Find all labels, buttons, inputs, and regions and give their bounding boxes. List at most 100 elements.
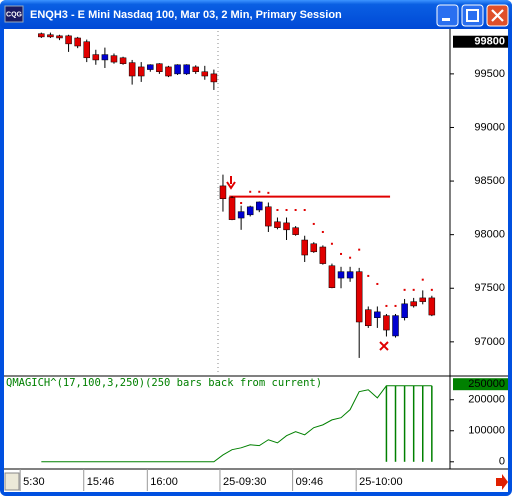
candle-body	[419, 297, 427, 302]
stop-dot	[330, 242, 333, 245]
title-bar	[0, 0, 512, 29]
candle-body	[210, 73, 218, 83]
indicator-line	[41, 385, 432, 463]
candle-body	[56, 35, 63, 39]
candle-body	[128, 62, 136, 77]
price-tag: 99800	[474, 36, 505, 48]
stop-dot	[340, 252, 343, 255]
entry-arrow	[226, 176, 236, 190]
candle-body	[246, 206, 254, 216]
stop-dot	[403, 288, 406, 291]
stop-dot	[303, 209, 306, 212]
close-button[interactable]	[486, 4, 509, 27]
stop-dot	[358, 248, 361, 251]
stop-dot	[385, 304, 388, 307]
stop-dot	[412, 288, 415, 291]
candle-body	[428, 297, 436, 316]
candle-body	[383, 315, 390, 331]
x-tick-label: 5:30	[23, 476, 44, 488]
x-tick-label: 09:46	[296, 476, 324, 488]
candle-body	[192, 66, 199, 72]
candle-body	[365, 309, 372, 327]
candle-body	[147, 64, 154, 70]
y-tick-label: 99000	[474, 121, 505, 133]
app-icon-text: CQG	[6, 11, 23, 18]
candle-body	[201, 71, 209, 77]
tag-box	[453, 378, 508, 391]
candle-body	[228, 197, 236, 220]
candle-body	[301, 239, 308, 256]
stop-dot	[276, 209, 279, 212]
y-tick-label: 0	[499, 456, 505, 468]
candle-body	[38, 33, 45, 38]
x-tick-label: 15:46	[87, 476, 115, 488]
y-tick-label: 98500	[474, 175, 505, 187]
stop-dot	[394, 304, 397, 307]
candle-body	[310, 243, 318, 253]
candle-body	[156, 63, 163, 72]
stop-dot	[321, 230, 324, 233]
app-icon	[4, 5, 24, 23]
stop-dot	[367, 274, 370, 277]
candle-body	[219, 185, 227, 199]
y-tick-label: 200000	[468, 394, 505, 406]
candle-body	[137, 66, 145, 77]
y-tick-label: 97500	[474, 282, 505, 294]
candle-body	[237, 211, 245, 219]
minimize-button[interactable]	[436, 4, 459, 27]
candle-body	[183, 64, 190, 75]
candle-body	[374, 311, 381, 318]
indicator-title: QMAGICH^(17,100,3,250)(250 bars back fro…	[6, 377, 322, 389]
candle-body	[65, 35, 72, 45]
maximize-button[interactable]	[461, 4, 484, 27]
stop-dot	[376, 282, 379, 285]
candle-body	[401, 303, 408, 318]
scroll-right[interactable]	[496, 474, 508, 490]
exit-marker	[379, 341, 389, 351]
candle-body	[256, 201, 263, 211]
candle-body	[283, 222, 290, 231]
candle-body	[274, 221, 281, 228]
candle-body	[83, 41, 90, 59]
stop-dot	[421, 278, 424, 281]
stop-dot	[285, 209, 288, 212]
candle-body	[346, 271, 354, 279]
candle-body	[337, 271, 345, 279]
stop-dot	[267, 191, 270, 194]
stop-dot	[430, 288, 433, 291]
client-area	[4, 29, 508, 492]
candle-body	[355, 271, 363, 323]
y-tick-label: 97000	[474, 336, 505, 348]
y-tick-label: 99500	[474, 68, 505, 80]
stop-dot	[258, 190, 261, 193]
candle-body	[47, 34, 54, 38]
y-tick-label: 98000	[474, 229, 505, 241]
candle-body	[165, 66, 172, 77]
stop-dot	[312, 222, 315, 225]
candle-body	[101, 54, 109, 61]
candle-body	[110, 55, 118, 63]
tag-label: 250000	[468, 378, 505, 390]
y-tick-label: 100000	[468, 425, 505, 437]
x-tick-label: 16:00	[150, 476, 178, 488]
stop-dot	[249, 190, 252, 193]
candle-body	[319, 246, 327, 264]
price-tag-box	[453, 35, 508, 48]
candle-body	[74, 37, 81, 47]
candle-body	[292, 227, 299, 235]
window-title: ENQH3 - E Mini Nasdaq 100, Mar 03, 2 Min…	[30, 9, 342, 21]
candle-body	[392, 315, 399, 337]
x-tick-label: 25-09:30	[223, 476, 266, 488]
candle-body	[410, 301, 417, 307]
candle-body	[119, 57, 127, 64]
scroll-left[interactable]	[4, 472, 20, 491]
candle-body	[328, 265, 336, 288]
x-tick-label: 25-10:00	[359, 476, 402, 488]
stop-dot	[240, 202, 243, 205]
stop-dot	[294, 209, 297, 212]
candle-body	[265, 206, 272, 227]
candle-body	[92, 54, 100, 61]
candle-body	[174, 64, 181, 75]
